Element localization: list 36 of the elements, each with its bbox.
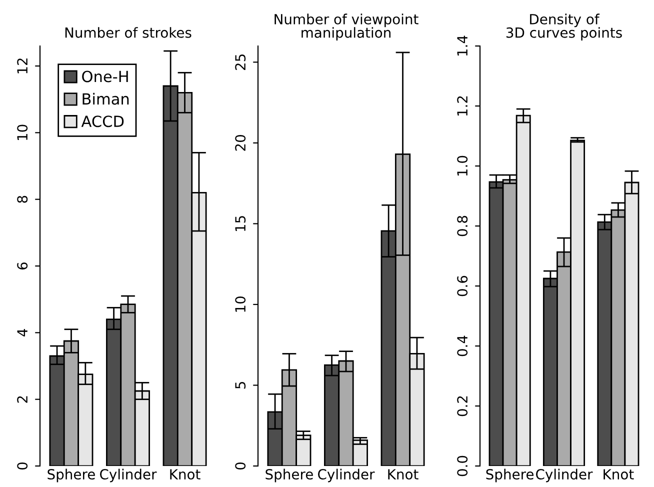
y-tick-label: 1.0 <box>457 156 468 176</box>
y-tick-label: 0.8 <box>457 216 468 236</box>
y-tick-label: 0.6 <box>457 276 468 296</box>
y-tick-label: 0.2 <box>457 396 468 416</box>
legend-label: Biman <box>82 92 129 105</box>
x-tick-label: Sphere <box>266 468 313 482</box>
x-tick-label: Cylinder <box>536 468 593 482</box>
y-tick-label: 10 <box>17 124 28 140</box>
legend-label: ACCD <box>81 116 124 128</box>
y-tick-label: 25 <box>235 54 246 70</box>
y-tick-label: 5 <box>235 382 246 389</box>
y-tick-label: 4 <box>17 329 28 336</box>
chart-title: Density of 3D curves points <box>506 14 622 41</box>
x-tick-label: Cylinder <box>100 468 157 482</box>
x-tick-label: Knot <box>388 469 418 480</box>
y-tick-label: 1.2 <box>457 96 468 116</box>
legend-label: One-H <box>82 70 128 82</box>
y-tick-label: 2 <box>17 396 28 403</box>
y-tick-label: 20 <box>235 135 246 151</box>
y-tick-label: 8 <box>17 196 28 203</box>
x-tick-label: Knot <box>170 469 200 480</box>
y-tick-label: 10 <box>235 296 246 312</box>
x-tick-label: Knot <box>604 469 634 480</box>
y-tick-label: 0.0 <box>457 456 468 476</box>
y-tick-label: 15 <box>235 216 246 232</box>
y-tick-label: 1.4 <box>457 36 468 56</box>
x-tick-label: Sphere <box>486 468 534 482</box>
chart-title: Number of viewpoint manipulation <box>274 14 418 41</box>
y-tick-label: 0.4 <box>457 336 468 356</box>
chart-title: Number of strokes <box>65 27 192 38</box>
x-tick-label: Sphere <box>48 468 95 482</box>
x-tick-label: Cylinder <box>318 468 375 482</box>
y-tick-label: 0 <box>235 462 246 470</box>
y-tick-label: 0 <box>17 462 28 470</box>
y-tick-label: 6 <box>17 262 28 270</box>
y-tick-label: 12 <box>17 58 28 74</box>
